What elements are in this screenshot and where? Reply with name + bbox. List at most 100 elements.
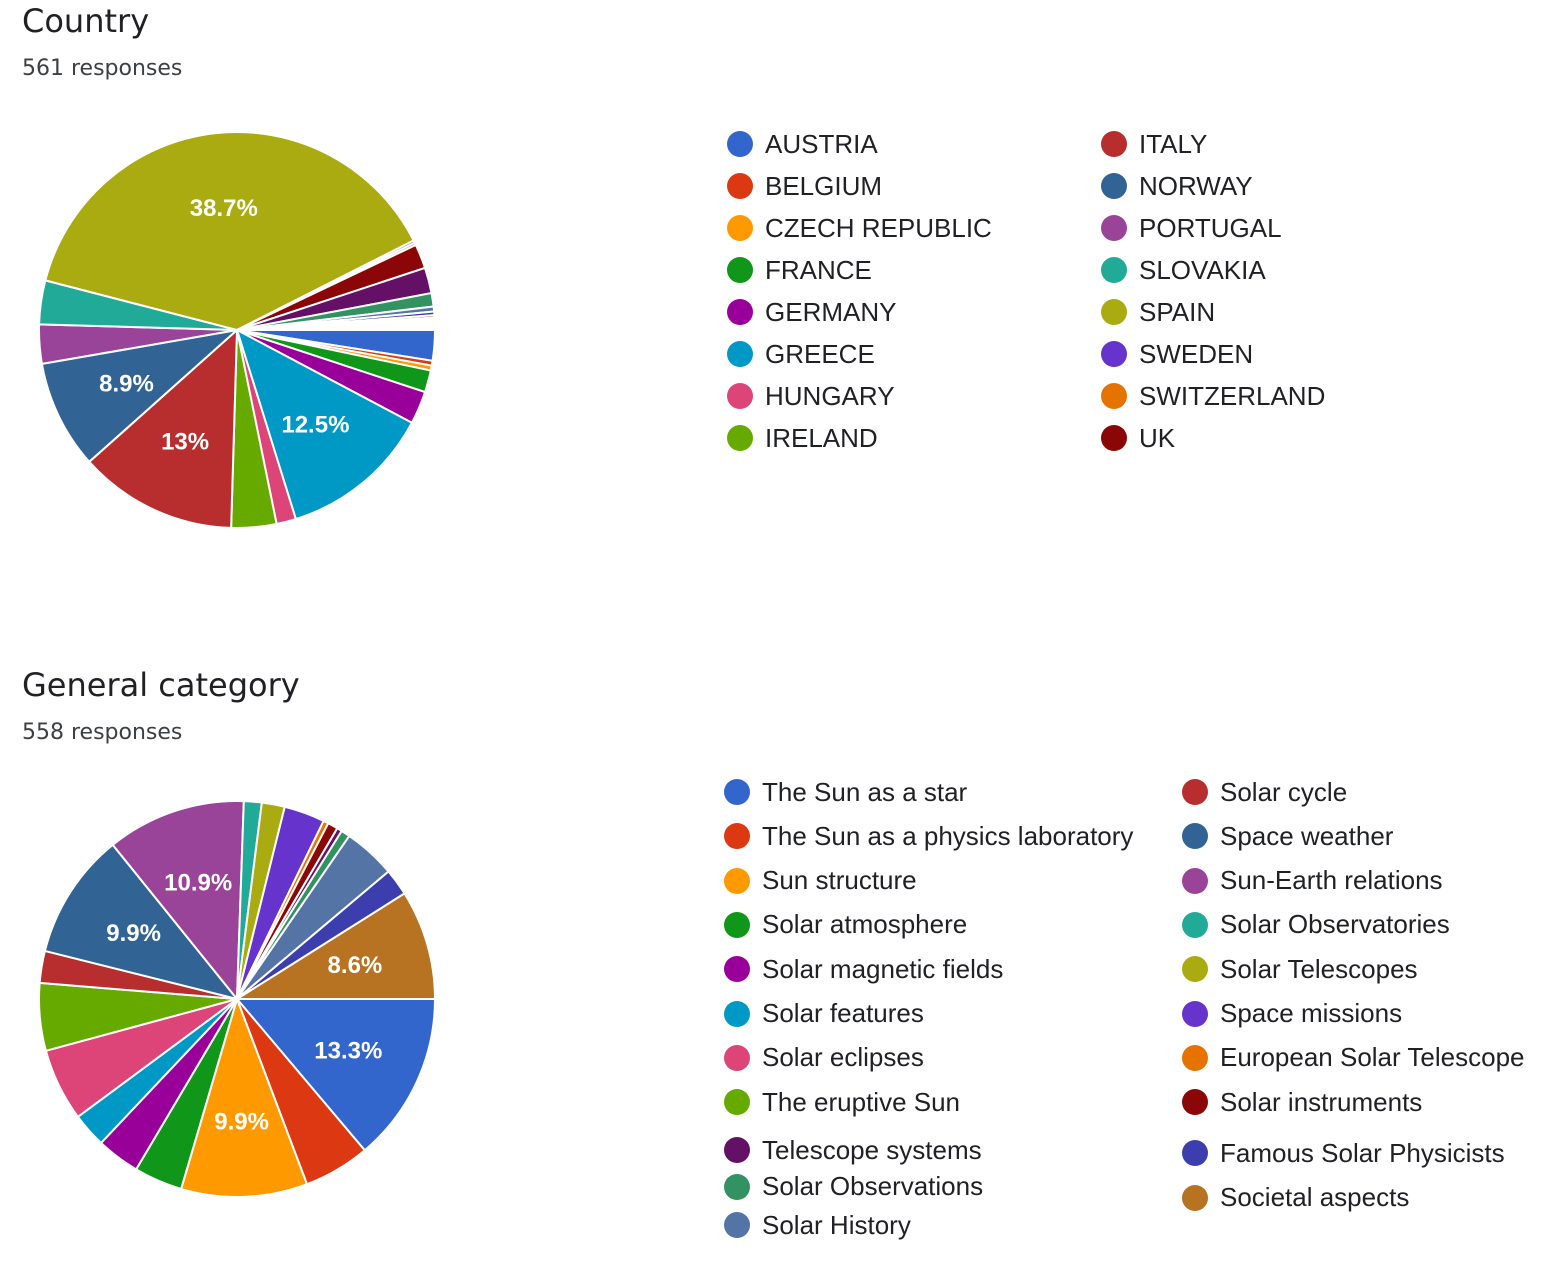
- legend-swatch-icon: [727, 341, 753, 367]
- legend-item-france[interactable]: FRANCE: [727, 253, 1087, 287]
- legend-item-solar-cycle[interactable]: Solar cycle: [1182, 775, 1542, 809]
- legend-swatch-icon: [1182, 823, 1208, 850]
- legend-item-the-sun-as-a-star[interactable]: The Sun as a star: [724, 775, 1134, 809]
- legend-item-solar-observations[interactable]: Solar Observations: [724, 1170, 1134, 1204]
- legend-item-sun-earth-relations[interactable]: Sun-Earth relations: [1182, 864, 1542, 898]
- legend-label: Space weather: [1220, 820, 1394, 851]
- legend-item-austria[interactable]: AUSTRIA: [727, 127, 1087, 161]
- legend-item-solar-features[interactable]: Solar features: [724, 997, 1134, 1031]
- legend-swatch-icon: [727, 215, 753, 241]
- pie-slice-sun-structure[interactable]: [179, 995, 309, 1198]
- legend-item-spain[interactable]: SPAIN: [1101, 295, 1461, 329]
- legend-item-solar-atmosphere[interactable]: Solar atmosphere: [724, 908, 1134, 942]
- legend-label: GERMANY: [765, 296, 897, 327]
- legend-item-the-eruptive-sun[interactable]: The eruptive Sun: [724, 1085, 1134, 1119]
- legend-label: Solar Observatories: [1220, 909, 1450, 940]
- legend-item-italy[interactable]: ITALY: [1101, 127, 1461, 161]
- legend-swatch-icon: [1182, 956, 1208, 983]
- legend-item-telescope-systems[interactable]: Telescope systems: [724, 1133, 1134, 1167]
- legend-item-the-sun-as-a-physics-laboratory[interactable]: The Sun as a physics laboratory: [724, 819, 1134, 853]
- chart-title: General category: [22, 666, 300, 704]
- pie-slice-greece[interactable]: [235, 327, 414, 521]
- pie-slice-space-weather[interactable]: [43, 843, 240, 1001]
- legend-swatch-icon: [724, 1044, 750, 1071]
- legend-swatch-icon: [1182, 1140, 1208, 1167]
- legend-label: Famous Solar Physicists: [1220, 1137, 1505, 1168]
- pie-slice-the-sun-as-a-star[interactable]: [234, 998, 437, 1152]
- legend-item-solar-observatories[interactable]: Solar Observatories: [1182, 908, 1542, 942]
- legend-item-greece[interactable]: GREECE: [727, 337, 1087, 371]
- legend-item-hungary[interactable]: HUNGARY: [727, 379, 1087, 413]
- legend-item-germany[interactable]: GERMANY: [727, 295, 1087, 329]
- legend-swatch-icon: [724, 956, 750, 983]
- legend-label: Solar Observations: [762, 1171, 984, 1202]
- legend-item-societal-aspects[interactable]: Societal aspects: [1182, 1181, 1542, 1215]
- legend-label: HUNGARY: [765, 380, 895, 411]
- legend-swatch-icon: [727, 383, 753, 409]
- legend-swatch-icon: [724, 911, 750, 938]
- legend-item-sweden[interactable]: SWEDEN: [1101, 337, 1461, 371]
- general-category-pie-chart: 13.3%9.9%9.9%10.9%8.6%: [38, 800, 437, 1198]
- general-category-chart-card: General category 558 responses 13.3% 9.9%…: [0, 650, 1558, 1263]
- legend-item-ireland[interactable]: IRELAND: [727, 421, 1087, 455]
- response-count: 561 responses: [22, 56, 183, 81]
- legend-label: FRANCE: [765, 254, 872, 285]
- legend-item-portugal[interactable]: PORTUGAL: [1101, 211, 1461, 245]
- legend-item-solar-history[interactable]: Solar History: [724, 1208, 1134, 1242]
- legend-swatch-icon: [1182, 1184, 1208, 1211]
- legend-swatch-icon: [724, 1089, 750, 1116]
- country-chart-card: Country 561 responses 12.5% 13% 8.9% 38.7% …: [0, 0, 1558, 620]
- pie-slice-italy[interactable]: [87, 327, 239, 529]
- legend-item-uk[interactable]: UK: [1101, 421, 1461, 455]
- legend-label: Societal aspects: [1220, 1182, 1410, 1213]
- legend-item-space-missions[interactable]: Space missions: [1182, 997, 1542, 1031]
- slice-percent-label: 13.3%: [314, 1038, 382, 1065]
- legend-item-solar-instruments[interactable]: Solar instruments: [1182, 1085, 1542, 1119]
- legend-label: Solar atmosphere: [762, 909, 968, 940]
- legend-label: BELGIUM: [765, 170, 883, 201]
- legend-item-solar-eclipses[interactable]: Solar eclipses: [724, 1041, 1134, 1075]
- legend-label: NORWAY: [1139, 170, 1253, 201]
- legend-item-solar-magnetic-fields[interactable]: Solar magnetic fields: [724, 952, 1134, 986]
- pie-slice-norway[interactable]: [40, 328, 241, 464]
- legend-label: UK: [1139, 422, 1176, 453]
- slice-percent-label: 8.6%: [328, 952, 383, 979]
- legend-swatch-icon: [1101, 383, 1127, 409]
- legend-swatch-icon: [724, 1000, 750, 1027]
- legend-item-norway[interactable]: NORWAY: [1101, 169, 1461, 203]
- legend-item-solar-telescopes[interactable]: Solar Telescopes: [1182, 952, 1542, 986]
- legend-item-switzerland[interactable]: SWITZERLAND: [1101, 379, 1461, 413]
- pie-slice-spain[interactable]: [44, 131, 415, 332]
- legend-item-sun-structure[interactable]: Sun structure: [724, 864, 1134, 898]
- legend-item-slovakia[interactable]: SLOVAKIA: [1101, 253, 1461, 287]
- legend-label: Solar Telescopes: [1220, 953, 1418, 984]
- slice-percent-label: 9.9%: [214, 1109, 269, 1136]
- legend-label: AUSTRIA: [765, 128, 878, 159]
- legend-item-belgium[interactable]: BELGIUM: [727, 169, 1087, 203]
- legend-item-famous-solar-physicists[interactable]: Famous Solar Physicists: [1182, 1136, 1542, 1170]
- legend-label: Solar instruments: [1220, 1086, 1423, 1117]
- legend-label: Sun structure: [762, 865, 917, 896]
- legend-label: CZECH REPUBLIC: [765, 212, 992, 243]
- legend-label: Space missions: [1220, 998, 1403, 1028]
- legend-swatch-icon: [1101, 173, 1127, 199]
- legend-item-czech-republic[interactable]: CZECH REPUBLIC: [727, 211, 1087, 245]
- legend-swatch-icon: [1101, 215, 1127, 241]
- chart-title: Country: [22, 2, 150, 40]
- legend-swatch-icon: [1101, 341, 1127, 367]
- legend-swatch-icon: [1101, 257, 1127, 283]
- country-pie-chart: 12.5% 13% 8.9% 38.7%: [38, 131, 437, 529]
- legend-item-european-solar-telescope[interactable]: European Solar Telescope: [1182, 1041, 1542, 1075]
- legend-item-space-weather[interactable]: Space weather: [1182, 819, 1542, 853]
- legend-label: Solar magnetic fields: [762, 953, 1004, 984]
- pie-slice-societal-aspects[interactable]: [233, 892, 437, 1000]
- pie-slice-sun-earth-relations[interactable]: [111, 800, 245, 1002]
- response-count: 558 responses: [22, 720, 183, 745]
- legend-label: Solar eclipses: [762, 1042, 924, 1073]
- legend-label: Solar cycle: [1220, 776, 1348, 807]
- pie-slice-other-30[interactable]: [236, 327, 437, 331]
- legend-swatch-icon: [1182, 1044, 1208, 1071]
- legend-swatch-icon: [1182, 779, 1208, 805]
- legend-swatch-icon: [1101, 131, 1127, 157]
- legend-swatch-icon: [724, 1137, 750, 1164]
